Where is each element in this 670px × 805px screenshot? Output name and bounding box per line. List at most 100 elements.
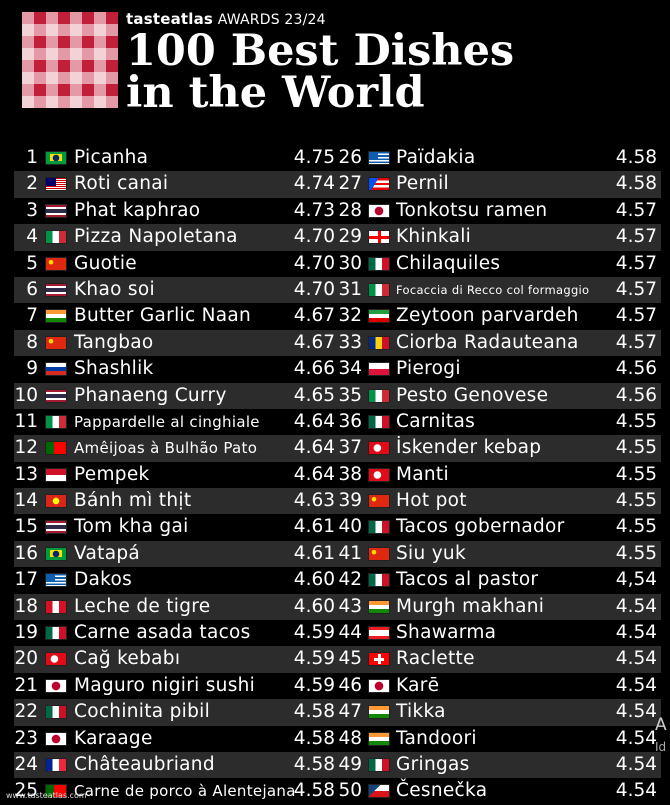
dish-rank: 34 [338, 358, 362, 380]
dish-name: Shawarma [396, 622, 497, 644]
country-flag-icon [45, 626, 67, 641]
dish-name: Pierogi [396, 358, 461, 380]
dish-rank: 38 [338, 463, 362, 485]
country-flag-icon [45, 177, 67, 192]
dish-rank: 1 [26, 147, 38, 168]
dish-row: 37 İskender kebap 4.55 [336, 435, 661, 462]
dish-name: Carne asada tacos [74, 622, 251, 644]
dish-row: 22 Cochinita pibil 4.58 [14, 699, 339, 726]
dish-name: Shashlik [74, 358, 154, 380]
dish-name: Tom kha gai [74, 516, 189, 538]
country-flag-icon [45, 414, 67, 429]
dish-name: Pempek [74, 463, 150, 485]
dish-rank: 4 [26, 226, 38, 248]
dish-row: 29 Khinkali 4.57 [336, 224, 661, 251]
dish-name: Tandoori [396, 727, 477, 749]
dish-name: Khinkali [396, 226, 472, 248]
dish-rank: 20 [14, 648, 38, 670]
brand-name: tasteatlas [126, 10, 214, 28]
dish-row: 39 Hot pot 4.55 [336, 488, 661, 515]
dish-score: 4.54 [615, 727, 657, 749]
dish-score: 4.70 [293, 252, 335, 274]
dish-rank: 11 [14, 410, 38, 432]
dish-rank: 29 [338, 226, 362, 248]
dish-rank: 28 [338, 199, 362, 221]
dish-row: 31 Focaccia di Recco col formaggio 4.57 [336, 276, 661, 304]
dish-row: 7 Butter Garlic Naan 4.67 [14, 303, 339, 329]
dish-rank: 36 [338, 410, 362, 432]
dish-rank: 19 [14, 622, 38, 644]
brand-suffix: AWARDS 23/24 [217, 12, 326, 28]
dish-rank: 22 [14, 701, 38, 723]
dish-name: Cochinita pibil [74, 701, 211, 723]
country-flag-icon [368, 652, 390, 667]
dish-name: Pizza Napoletana [74, 226, 238, 248]
dish-rank: 18 [14, 595, 38, 617]
dish-row: 14 Bánh mì thịt 4.63 [14, 488, 339, 515]
dish-row: 11 Pappardelle al cinghiale 4.64 [14, 409, 339, 435]
country-flag-icon [368, 362, 390, 377]
edge-text-b: Id [655, 740, 667, 754]
dish-rank: 14 [14, 490, 38, 512]
country-flag-icon [368, 757, 390, 772]
dish-score: 4.54 [615, 674, 657, 696]
dish-name: Roti canai [74, 173, 169, 195]
dish-score: 4.54 [615, 648, 657, 670]
dish-name: Phanaeng Curry [74, 384, 227, 406]
dish-name: Guotie [74, 252, 137, 274]
footer-url: www.tasteatlas.com [6, 791, 87, 800]
dish-row: 45 Raclette 4.54 [336, 646, 661, 673]
dish-row: 15 Tom kha gai 4.61 [14, 514, 339, 540]
dish-rank: 21 [14, 674, 38, 696]
dish-row: 43 Murgh makhani 4.54 [336, 593, 661, 621]
country-flag-icon [368, 177, 390, 192]
dish-name: Carnitas [396, 410, 476, 432]
dish-name: Manti [396, 463, 449, 485]
dish-name: Carne de porco à Alentejana [74, 782, 296, 801]
country-flag-icon [45, 335, 67, 350]
dish-row: 6 Khao soi 4.70 [14, 276, 339, 304]
dish-name: Murgh makhani [396, 595, 545, 617]
country-flag-icon [368, 546, 390, 561]
dish-score: 4.54 [615, 595, 657, 617]
country-flag-icon [45, 546, 67, 561]
dish-row: 47 Tikka 4.54 [336, 699, 661, 726]
country-flag-icon [368, 784, 390, 799]
dish-row: 33 Ciorba Radauteana 4.57 [336, 329, 661, 357]
dish-row: 48 Tandoori 4.54 [336, 726, 661, 752]
title-line-1: 100 Best Dishes [126, 26, 515, 76]
dish-score: 4.66 [293, 358, 335, 380]
dish-score: 4.54 [615, 622, 657, 644]
dish-row: 50 Česnečka 4.54 [336, 778, 661, 804]
dish-name: Leche de tigre [74, 595, 211, 617]
country-flag-icon [45, 362, 67, 377]
country-flag-icon [368, 256, 390, 271]
dish-row: 13 Pempek 4.64 [14, 462, 339, 488]
dish-rank: 32 [338, 305, 362, 327]
country-flag-icon [368, 282, 390, 297]
dish-name: Tacos al pastor [396, 569, 539, 591]
dish-row: 5 Guotie 4.70 [14, 251, 339, 277]
dish-name: Hot pot [396, 490, 467, 512]
dish-row: 18 Leche de tigre 4.60 [14, 593, 339, 621]
dish-row: 20 Cağ kebabı 4.59 [14, 646, 339, 673]
dish-row: 34 Pierogi 4.56 [336, 356, 661, 382]
dish-name: Zeytoon parvardeh [396, 305, 579, 327]
dish-row: 21 Maguro nigiri sushi 4.59 [14, 673, 339, 699]
dish-score: 4.55 [615, 410, 657, 432]
dish-rank: 27 [338, 173, 362, 195]
dish-row: 8 Tangbao 4.67 [14, 329, 339, 357]
country-flag-icon [45, 573, 67, 588]
dish-row: 27 Pernil 4.58 [336, 171, 661, 198]
dish-row: 49 Gringas 4.54 [336, 751, 661, 779]
country-flag-icon [368, 705, 390, 720]
dish-rank: 17 [14, 569, 38, 591]
dish-score: 4.54 [615, 701, 657, 723]
dish-rank: 25 [14, 780, 38, 802]
country-flag-icon [368, 520, 390, 535]
dish-row: 24 Châteaubriand 4.58 [14, 751, 339, 779]
dish-row: 42 Tacos al pastor 4,54 [336, 567, 661, 593]
dish-score: 4.61 [293, 516, 335, 538]
dish-name: Picanha [74, 147, 149, 168]
country-flag-icon [45, 441, 67, 456]
